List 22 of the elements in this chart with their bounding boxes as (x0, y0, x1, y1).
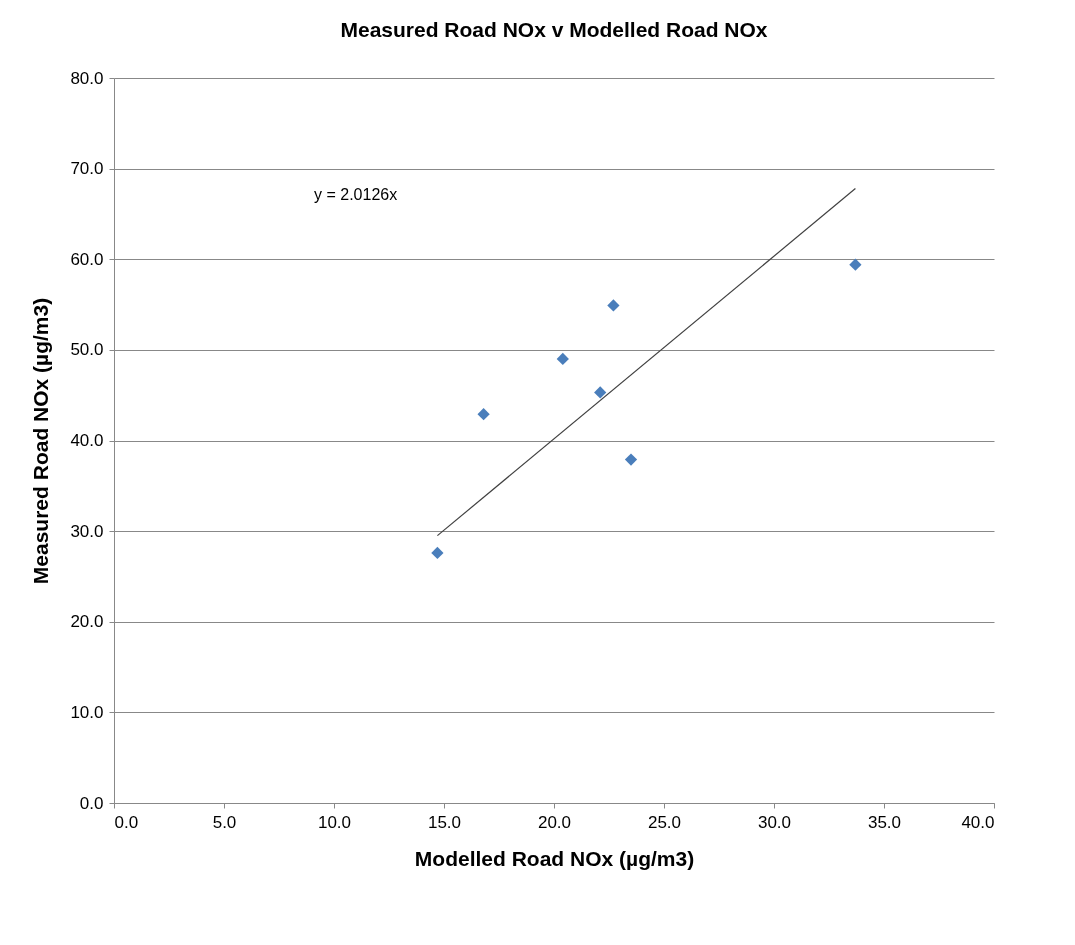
y-tick-label: 0.0 (79, 793, 104, 813)
y-tick-label: 80.0 (70, 68, 104, 88)
x-tick-label: 15.0 (427, 812, 462, 832)
y-tick-label: 40.0 (70, 431, 104, 450)
annotation: y = 2.0126x (314, 186, 398, 203)
x-tick-label: 35.0 (867, 812, 902, 832)
y-tick-label: 70.0 (70, 159, 104, 179)
x-tick-label: 20.0 (537, 812, 572, 832)
x-tick-label: 40.0 (961, 812, 995, 832)
chart-title: Measured Road NOx v Modelled Road NOx (340, 18, 768, 41)
y-tick-label: 60.0 (70, 249, 104, 269)
x-tick-label: 10.0 (317, 812, 352, 832)
x-tick-label: 5.0 (212, 812, 237, 832)
x-axis-title: Modelled Road NOx (µg/m3) (414, 846, 695, 870)
x-tick-label: 25.0 (647, 812, 682, 832)
y-tick-label: 10.0 (70, 702, 104, 722)
y-tick-label: 20.0 (70, 612, 104, 632)
y-tick-label: 30.0 (70, 521, 104, 541)
y-axis-title: Measured Road NOx (µg/m3) (29, 297, 53, 585)
y-tick-label: 50.0 (70, 340, 104, 360)
x-tick-label: 0.0 (114, 812, 139, 832)
x-tick-label: 30.0 (757, 812, 792, 832)
